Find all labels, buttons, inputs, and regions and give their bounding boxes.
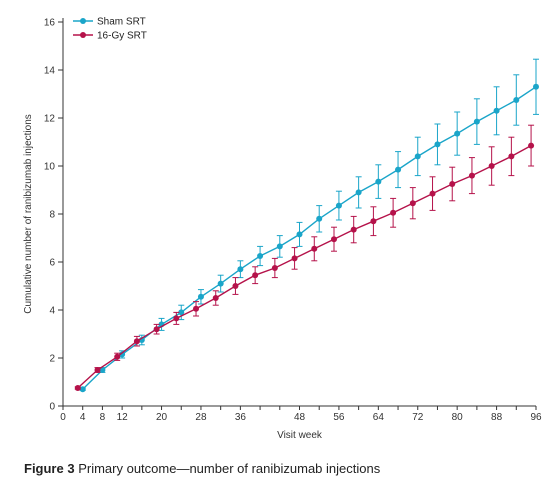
x-tick-label: 88: [491, 412, 503, 423]
data-point: [335, 202, 342, 209]
data-point: [370, 218, 377, 225]
legend-item: 16-Gy SRT: [73, 31, 147, 42]
x-tick-label: 56: [333, 412, 345, 423]
data-point: [488, 163, 495, 169]
data-point: [217, 280, 224, 287]
data-point: [330, 236, 337, 243]
series-layer: [74, 58, 539, 393]
x-tick-label: 48: [294, 412, 306, 423]
data-point: [178, 309, 185, 316]
x-tick-label: 20: [156, 412, 168, 423]
legend-marker: [80, 18, 86, 24]
data-point: [94, 367, 101, 373]
data-point: [119, 351, 126, 358]
data-point: [311, 245, 318, 252]
y-tick-label: 0: [49, 402, 55, 413]
data-point: [409, 200, 416, 207]
legend-label: Sham SRT: [97, 17, 146, 28]
data-point: [232, 283, 239, 289]
x-tick-label: 4: [80, 412, 86, 423]
y-tick-label: 2: [49, 354, 55, 365]
data-point: [252, 272, 259, 279]
data-point: [454, 130, 461, 137]
x-axis-title: Visit week: [277, 430, 323, 441]
data-point: [390, 209, 397, 216]
x-tick-label: 80: [452, 412, 464, 423]
data-point: [114, 353, 121, 360]
data-point: [414, 153, 421, 160]
data-point: [237, 266, 244, 273]
data-point: [79, 386, 86, 393]
legend-item: Sham SRT: [73, 17, 146, 28]
x-tick-label: 12: [117, 412, 129, 423]
data-point: [271, 265, 278, 271]
data-point: [355, 189, 362, 196]
data-point: [493, 107, 500, 114]
y-tick-label: 8: [49, 210, 55, 221]
y-tick-label: 6: [49, 258, 55, 269]
data-point: [473, 118, 480, 125]
data-point: [153, 326, 160, 333]
data-point: [212, 295, 219, 301]
y-tick-label: 10: [44, 162, 56, 173]
data-point: [533, 83, 539, 90]
data-point: [395, 166, 402, 173]
x-tick-label: 64: [373, 412, 385, 423]
data-point: [375, 178, 382, 185]
data-point: [193, 305, 200, 312]
data-point: [133, 338, 140, 345]
legend-label: 16-Gy SRT: [97, 31, 147, 42]
legend: Sham SRT 16-Gy SRT: [73, 17, 147, 42]
data-point: [74, 385, 81, 391]
x-tick-label: 72: [412, 412, 424, 423]
legend-marker: [80, 32, 86, 38]
y-tick-label: 16: [44, 18, 56, 29]
data-point: [508, 153, 515, 160]
x-tick-label: 8: [100, 412, 106, 423]
data-point: [197, 293, 204, 300]
figure-caption-text: Primary outcome—number of ranibizumab in…: [78, 461, 381, 476]
x-tick-label: 28: [195, 412, 207, 423]
series-line: [77, 144, 532, 389]
y-tick-label: 12: [44, 114, 56, 125]
data-point: [257, 253, 264, 259]
figure-caption-label: Figure 3: [24, 461, 75, 476]
figure-caption: Figure 3 Primary outcome—number of ranib…: [24, 461, 380, 476]
data-point: [316, 215, 323, 222]
data-point: [429, 190, 436, 197]
series-1: [79, 58, 539, 393]
series-line: [82, 86, 537, 390]
y-tick-label: 4: [49, 306, 55, 317]
x-tick-label: 96: [530, 412, 542, 423]
data-point: [449, 181, 456, 187]
data-point: [291, 255, 298, 262]
x-tick-label: 0: [60, 412, 66, 423]
data-point: [296, 231, 303, 238]
y-axis-title: Cumulative number of ranibizumab injecti…: [23, 114, 34, 314]
y-tick-label: 14: [44, 66, 56, 77]
series-2: [74, 124, 535, 391]
data-point: [468, 172, 475, 179]
data-point: [173, 315, 180, 322]
data-point: [434, 141, 441, 148]
data-point: [513, 97, 520, 103]
data-point: [528, 142, 535, 149]
data-point: [276, 243, 283, 250]
x-tick-label: 36: [235, 412, 247, 423]
data-point: [350, 226, 357, 233]
